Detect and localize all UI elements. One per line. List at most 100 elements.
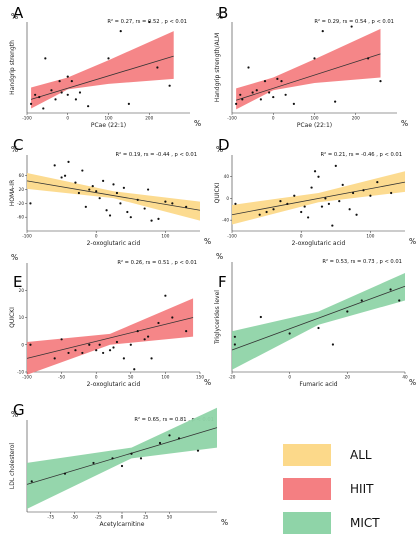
data-point xyxy=(259,315,262,319)
legend-swatch-hiit xyxy=(283,478,331,500)
panel-A: A%% R² = 0.27, rs = 0.52 , p < 0.01 -100 0 1… xyxy=(9,4,201,129)
y-axis-label: Triglycerides level xyxy=(214,290,221,345)
legend-swatch-all xyxy=(283,444,331,466)
x-tick-label: -100 xyxy=(22,234,32,239)
y-axis-label: QUICKI xyxy=(214,182,221,203)
data-point xyxy=(150,219,153,222)
data-point xyxy=(143,338,146,341)
data-point xyxy=(102,351,105,355)
stats-label: R² = 0.19, rs = -0.44 , p < 0.01 xyxy=(115,152,197,158)
data-point xyxy=(168,434,171,437)
data-point xyxy=(107,57,110,60)
y-unit-label: % xyxy=(11,12,18,21)
x-unit-label: % xyxy=(401,119,408,128)
data-point xyxy=(158,441,162,445)
data-point xyxy=(300,210,303,214)
x-tick-label: 50 xyxy=(167,515,173,520)
data-point xyxy=(293,194,296,197)
y-unit-label: % xyxy=(11,145,18,154)
y-tick-label: 40 xyxy=(224,174,230,179)
stats-label: R² = 0.29, rs = 0.54 , p < 0.01 xyxy=(314,19,394,25)
legend-label-hiit: HIIT xyxy=(350,482,374,496)
y-tick-label: -40 xyxy=(222,218,229,223)
x-tick-label: 25 xyxy=(143,515,149,520)
data-point xyxy=(235,102,238,105)
x-tick-label: 100 xyxy=(161,234,169,239)
x-axis-label: PCae (22:1) xyxy=(297,122,332,129)
panel-letter: G xyxy=(13,401,25,419)
regression-line xyxy=(26,427,218,485)
x-unit-label: % xyxy=(204,378,211,387)
data-point xyxy=(66,93,69,96)
data-point xyxy=(78,91,82,94)
data-point xyxy=(54,98,57,101)
x-tick-label: 20 xyxy=(345,375,351,380)
data-point xyxy=(320,205,324,208)
data-point xyxy=(369,194,372,197)
x-unit-label: % xyxy=(409,378,416,387)
data-point xyxy=(352,191,355,195)
data-point xyxy=(122,186,125,189)
data-point xyxy=(87,105,90,108)
data-point xyxy=(29,202,32,205)
x-axis-label: Fumaric acid xyxy=(299,381,337,388)
data-point xyxy=(53,164,56,167)
legend-swatch-mict xyxy=(283,512,331,534)
data-point xyxy=(34,93,37,96)
data-point xyxy=(58,80,61,83)
data-point xyxy=(150,357,153,360)
x-tick-label: 0 xyxy=(272,116,275,121)
regression-line xyxy=(26,180,201,211)
data-point xyxy=(95,190,98,193)
data-point xyxy=(164,200,167,203)
data-point xyxy=(259,98,262,101)
data-point xyxy=(288,332,291,335)
confidence-band xyxy=(236,28,381,110)
data-point xyxy=(362,189,365,192)
data-point xyxy=(81,169,84,172)
data-point xyxy=(367,57,370,60)
data-point xyxy=(164,294,167,297)
y-unit-label: % xyxy=(216,145,223,154)
y-axis-label: LDL cholesterol xyxy=(9,443,16,490)
data-point xyxy=(148,20,151,24)
data-point xyxy=(355,213,358,216)
x-tick-label: 100 xyxy=(366,234,374,239)
data-point xyxy=(91,184,94,188)
stats-label: R² = 0.21, rs = -0.46 , p < 0.01 xyxy=(320,152,402,158)
x-tick-label: 0 xyxy=(300,234,303,239)
y-axis-label: QUICKI xyxy=(9,307,16,328)
y-tick-label: 20 xyxy=(19,288,25,293)
data-point xyxy=(334,164,337,167)
y-tick-label: -10 xyxy=(17,370,24,375)
x-tick-label: -75 xyxy=(47,515,54,520)
data-point xyxy=(127,102,130,105)
data-point xyxy=(70,80,73,83)
x-unit-label: % xyxy=(409,237,416,246)
y-unit-label: % xyxy=(11,253,18,262)
x-unit-label: % xyxy=(204,237,211,246)
data-point xyxy=(317,175,320,178)
legend-label-all: ALL xyxy=(350,448,372,462)
x-tick-label: 100 xyxy=(105,116,113,121)
stats-label: R² = 0.27, rs = 0.52 , p < 0.01 xyxy=(107,19,187,25)
data-point xyxy=(74,98,77,101)
data-point xyxy=(185,205,188,208)
data-point xyxy=(50,89,53,92)
data-point xyxy=(265,210,268,214)
panel-letter: F xyxy=(218,273,227,291)
panel-letter: B xyxy=(218,4,228,22)
data-point xyxy=(98,343,101,346)
data-point xyxy=(331,343,335,346)
data-point xyxy=(280,80,283,83)
x-tick-label: 50 xyxy=(128,375,134,380)
data-point xyxy=(77,191,80,195)
data-point xyxy=(398,299,401,302)
data-point xyxy=(327,202,330,205)
data-point xyxy=(324,197,327,200)
y-tick-label: -20 xyxy=(17,201,24,206)
data-point xyxy=(108,214,112,217)
x-tick-label: -25 xyxy=(95,515,102,520)
x-tick-label: 0 xyxy=(66,116,69,121)
